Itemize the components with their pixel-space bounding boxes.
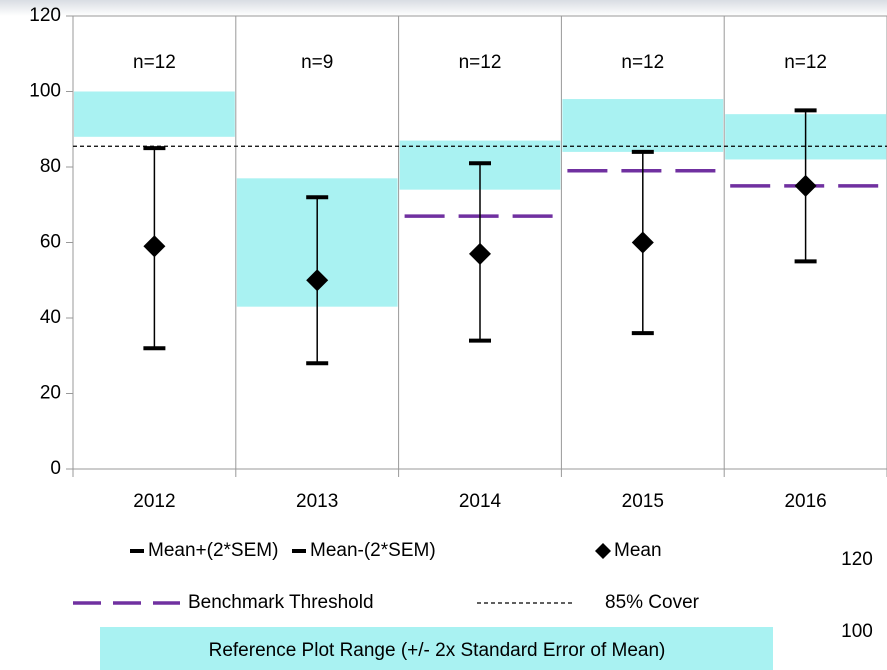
n-label: n=12 [133,52,176,73]
legend-label: Reference Plot Range (+/- 2x Standard Er… [209,640,666,661]
y-tick-label: 80 [40,156,61,177]
reference-range [562,99,724,152]
y-tick-label: 40 [40,307,61,328]
reference-range [74,91,235,137]
mean-marker [794,174,817,197]
x-tick-label: 2014 [459,491,502,512]
n-label: n=12 [621,52,664,73]
y-tick-label: 60 [40,232,61,253]
legend-key [100,627,773,670]
extra-label: 100 [841,621,873,642]
top-shade [0,0,887,16]
mean-marker [631,231,654,254]
legend-label: Benchmark Threshold [188,592,374,613]
legend-label: 85% Cover [605,592,700,613]
legend-label: Mean-(2*SEM) [310,540,436,561]
y-tick-label: 20 [40,383,61,404]
x-tick-label: 2016 [784,491,826,512]
y-tick-label: 120 [29,5,61,26]
legend-key [595,543,611,559]
y-tick-label: 100 [29,81,61,102]
legend-label: Mean [614,540,662,561]
n-label: n=9 [301,52,333,73]
x-tick-label: 2013 [296,491,338,512]
y-tick-label: 0 [50,458,61,479]
extra-label: 120 [841,549,873,570]
mean-marker [143,235,166,258]
x-tick-label: 2015 [622,491,664,512]
x-tick-label: 2012 [133,491,175,512]
n-label: n=12 [459,52,502,73]
n-label: n=12 [784,52,827,73]
legend-label: Mean+(2*SEM) [148,540,278,561]
mean-marker [469,242,491,265]
mean-marker [306,269,329,292]
